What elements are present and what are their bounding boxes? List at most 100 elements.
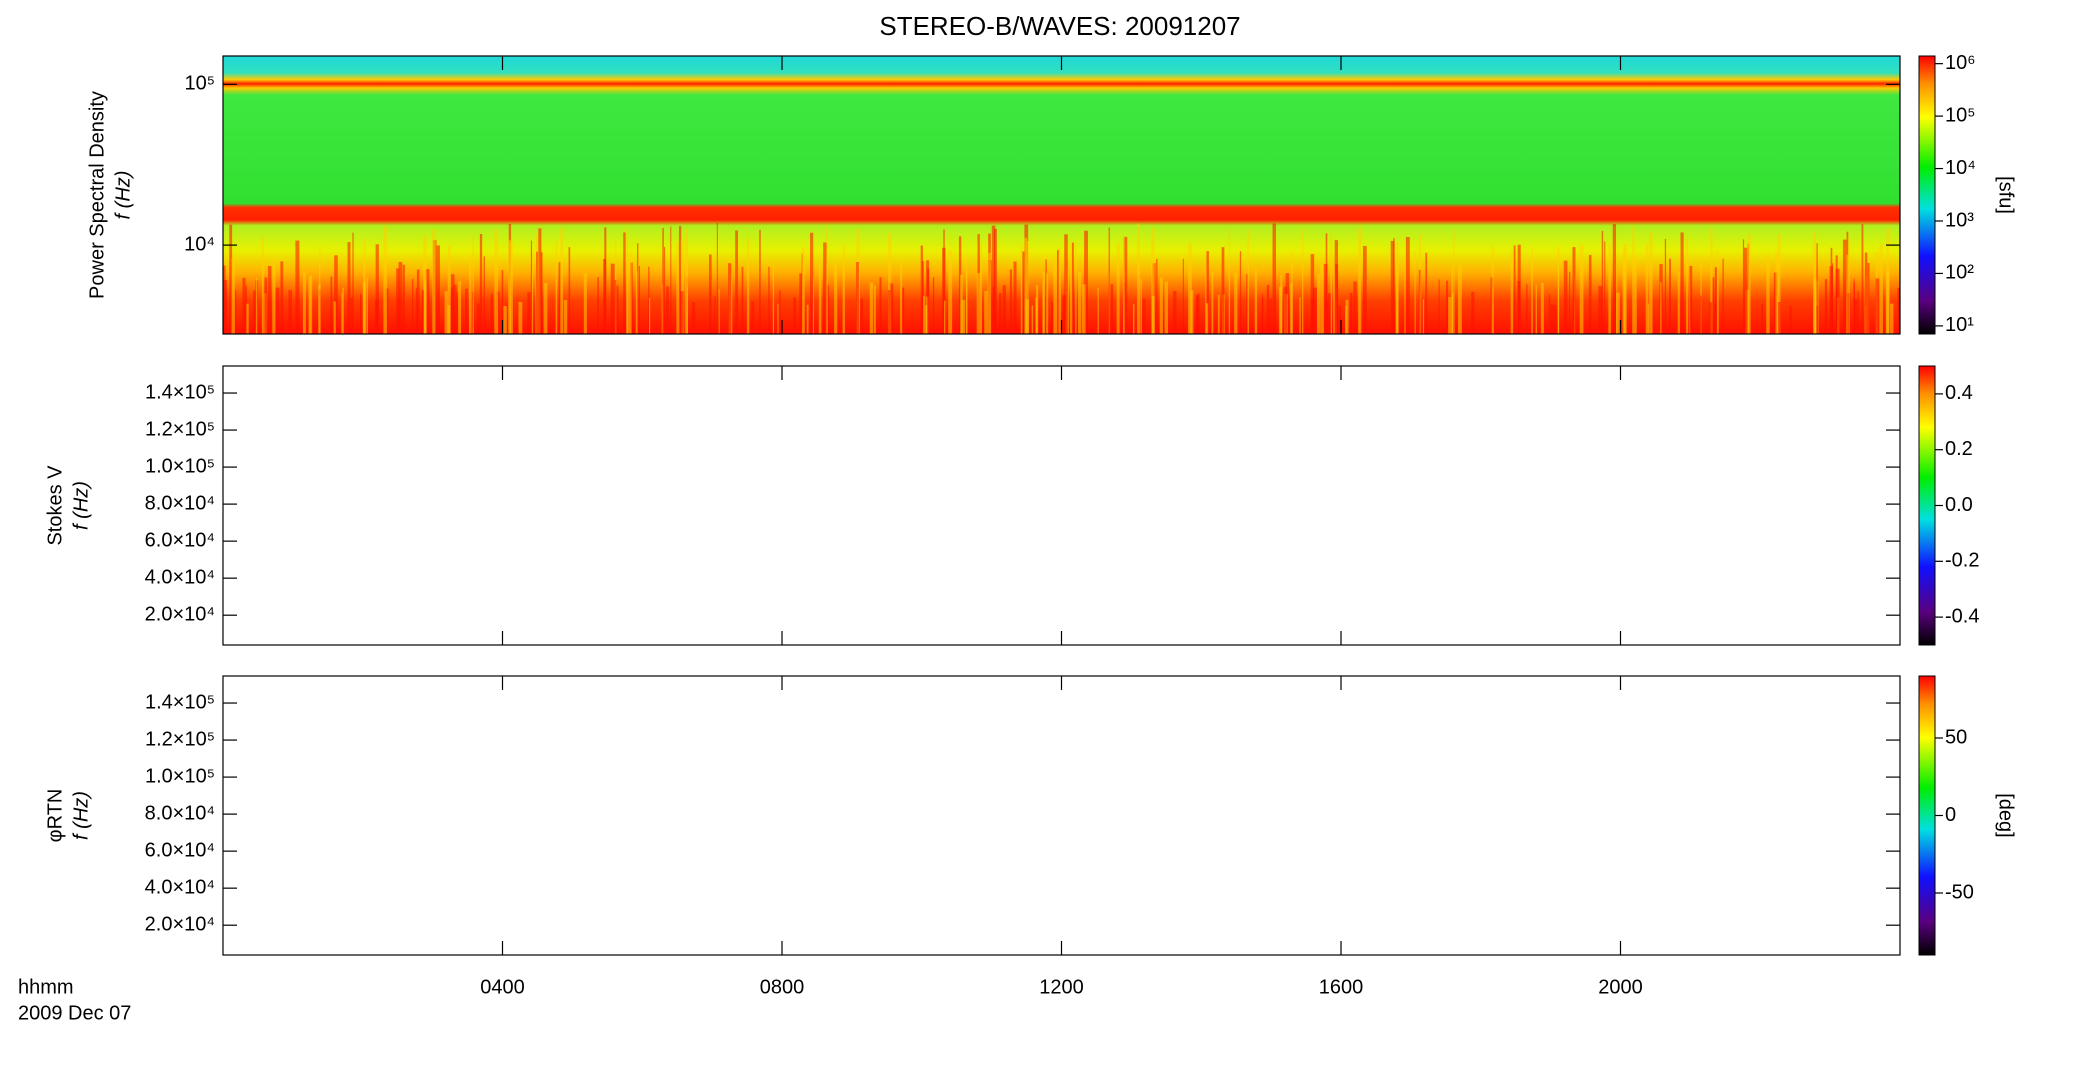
spectrogram-streak <box>825 226 828 334</box>
spectrogram-streak <box>1075 240 1077 334</box>
spectrogram-streak <box>1448 297 1452 334</box>
colorbar-tick-label: -0.4 <box>1945 605 1979 627</box>
spectrogram-streak <box>1031 305 1034 334</box>
y-axis-label: φRTN <box>44 789 66 843</box>
spectrogram-streak <box>261 236 264 334</box>
spectrogram-streak <box>1689 265 1693 334</box>
spectrogram-streak <box>330 276 333 334</box>
spectrogram-streak <box>1042 272 1046 334</box>
spectrogram-streak <box>1601 230 1604 334</box>
spectrogram-streak <box>453 284 457 334</box>
spectrogram-streak <box>246 303 249 334</box>
spectrogram-streak <box>741 266 744 334</box>
spectrogram-streak <box>1395 258 1399 334</box>
spectrogram-streak <box>531 251 534 334</box>
spectrogram-streak <box>1078 271 1082 334</box>
spectrogram-streak <box>1330 233 1333 334</box>
spectrogram-streak <box>1563 260 1568 334</box>
spectrogram-streak <box>902 287 905 334</box>
y-axis-label: Stokes V <box>44 465 66 546</box>
colorbar-tick-label: -0.2 <box>1945 550 1979 572</box>
spectrogram-streak <box>1359 227 1362 334</box>
spectrogram-streak <box>1457 265 1462 334</box>
spectrogram-streak <box>295 240 300 334</box>
spectrogram-streak <box>518 302 523 334</box>
spectrogram-streak <box>477 303 480 334</box>
spectrogram-streak <box>1045 259 1047 334</box>
spectrogram-streak <box>1453 228 1455 334</box>
spectrogram-streak <box>827 285 829 334</box>
colorbar-tick-label: 10⁶ <box>1945 52 1975 74</box>
spectrogram-streak <box>1875 278 1880 334</box>
spectrogram-streak <box>665 286 670 334</box>
spectrogram-streak <box>436 245 440 334</box>
spectrogram-streak <box>347 242 351 334</box>
spectrogram-streak <box>490 293 493 334</box>
spectrogram-streak <box>1879 243 1883 334</box>
spectrogram-streak <box>543 283 548 334</box>
spectrogram-streak <box>366 277 369 334</box>
spectrogram-streak <box>890 283 894 334</box>
spectrogram-streak <box>1634 256 1637 334</box>
colorbar-tick-label: 10⁴ <box>1945 157 1976 179</box>
spectrogram-streak <box>447 245 451 334</box>
spectrogram-streak <box>1097 287 1099 334</box>
spectrogram-streak <box>1677 271 1680 334</box>
spectrogram-streak <box>1211 271 1214 334</box>
spectrogram-streak <box>1405 237 1410 334</box>
spectrogram-streak <box>987 252 992 334</box>
spectrogram-streak <box>799 273 802 334</box>
spectrogram-streak <box>1622 248 1626 334</box>
spectrogram-streak <box>1334 240 1339 334</box>
spectrogram-streak <box>1269 298 1272 334</box>
spectrogram-streak <box>1517 281 1521 334</box>
spectrogram-streak <box>253 290 256 334</box>
spectrogram-streak <box>1853 299 1858 334</box>
spectrogram-streak <box>1716 250 1719 334</box>
spectrogram-streak <box>1081 284 1086 334</box>
spectrogram-streak <box>1042 281 1044 334</box>
spectrogram-streak <box>375 244 379 334</box>
spectrogram-streak <box>465 288 468 334</box>
y-tick-label: 4.0×10⁴ <box>145 566 215 588</box>
spectrogram-streak <box>662 227 664 334</box>
spectrogram-streak <box>558 262 561 334</box>
y-tick-label: 2.0×10⁴ <box>145 603 215 625</box>
x-axis-label: hhmm <box>18 976 74 998</box>
spectrogram-streak <box>1349 293 1353 334</box>
plot-frame <box>222 365 1901 646</box>
spectrogram-streak <box>1110 283 1114 334</box>
spectrogram-streak <box>685 228 688 334</box>
spectrogram-streak <box>1221 247 1225 334</box>
spectrogram-streak <box>1247 229 1249 334</box>
y-tick-label: 6.0×10⁴ <box>145 529 215 551</box>
spectrogram-streak <box>1824 279 1828 334</box>
spectrogram-streak <box>1205 303 1209 334</box>
spectrogram-streak <box>616 285 619 334</box>
spectrogram-streak <box>779 290 781 334</box>
spectrogram-streak <box>280 261 284 334</box>
spectrogram-streak <box>1123 236 1128 334</box>
spectrogram-streak <box>1553 304 1557 334</box>
spectrogram-streak <box>1710 227 1713 334</box>
spectrogram-streak <box>759 229 761 334</box>
spectrogram-streak <box>1320 258 1324 334</box>
spectrogram-streak <box>1190 290 1194 334</box>
spectrogram-streak <box>424 280 427 334</box>
colorbar-tick-label: 10² <box>1945 262 1974 284</box>
spectrogram-streak <box>869 282 874 334</box>
spectrogram-streak <box>1024 237 1028 334</box>
spectrogram-streak <box>1886 228 1889 334</box>
spectrogram-streak <box>1526 284 1528 334</box>
date-label: 2009 Dec 07 <box>18 1002 131 1024</box>
spectrogram-streak <box>1471 291 1475 334</box>
spectrogram-streak <box>777 303 779 334</box>
spectrogram-streak <box>1513 245 1516 334</box>
spectrogram-streak <box>1557 244 1559 334</box>
spectrogram-streak <box>680 239 685 334</box>
spectrogram-streak <box>1572 247 1576 334</box>
y-axis-label: f (Hz) <box>70 791 92 840</box>
spectrogram-streak <box>383 225 388 334</box>
spectrogram-streak <box>1598 285 1603 334</box>
